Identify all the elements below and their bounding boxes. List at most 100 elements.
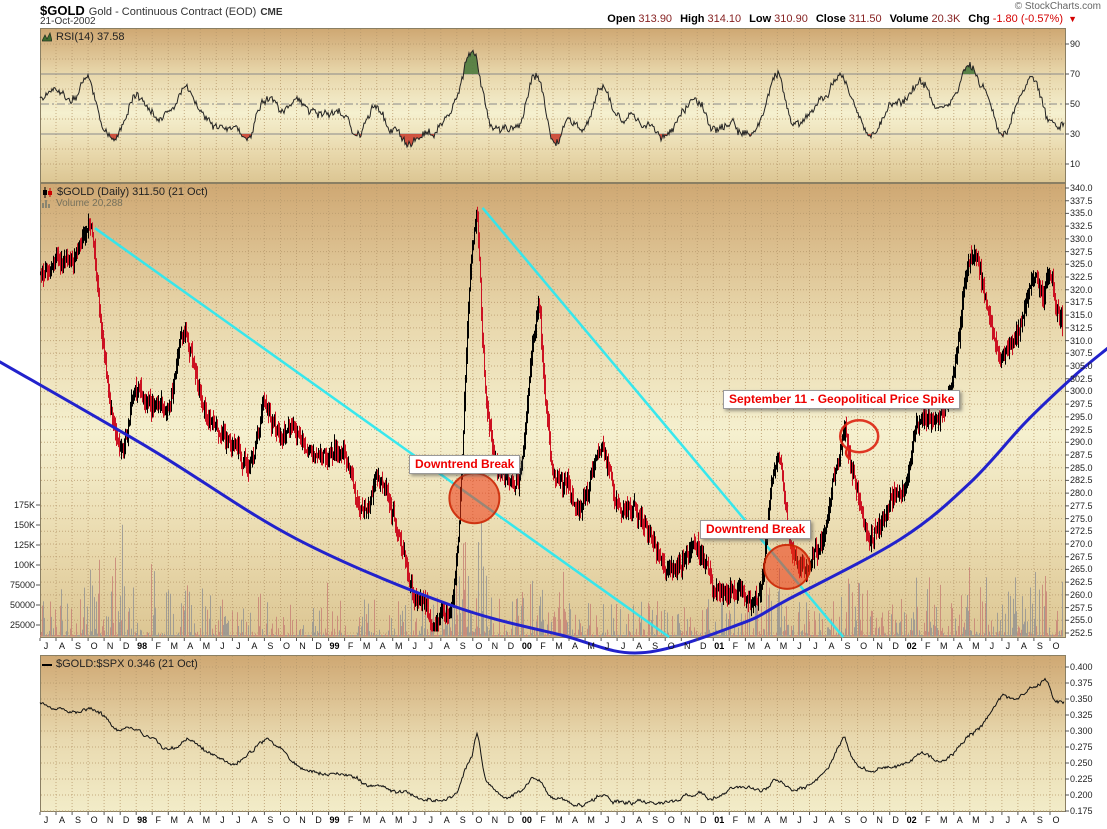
x-tick-label: O — [1052, 641, 1060, 651]
x-tick-label: M — [202, 815, 211, 825]
x-tick-label: A — [764, 815, 771, 825]
x-tick-label: A — [187, 815, 194, 825]
x-tick-label: S — [1036, 815, 1043, 825]
price-tick-label: 337.5 — [1070, 195, 1093, 206]
x-tick-label: S — [844, 641, 851, 651]
ratio-tick-label: 0.175 — [1070, 806, 1093, 816]
quote-chg-value: -1.80 (-0.57%) — [992, 13, 1063, 25]
x-tick-label: A — [956, 815, 963, 825]
x-tick-label: 01 — [714, 815, 725, 825]
x-tick-label: A — [251, 641, 258, 651]
volume-legend-label: Volume 20,288 — [56, 198, 123, 209]
price-tick-label: 300.0 — [1070, 386, 1093, 397]
x-tick-label: D — [122, 815, 130, 825]
x-tick-label: S — [75, 641, 82, 651]
x-tick-label: 01 — [714, 641, 725, 651]
x-tick-label: J — [43, 641, 49, 651]
x-tick-label: S — [844, 815, 851, 825]
x-tick-label: D — [700, 641, 707, 651]
volume-tick-label: 125K — [13, 540, 35, 550]
rsi-tick-label: 50 — [1070, 99, 1081, 109]
x-tick-label: M — [170, 641, 179, 651]
x-tick-label: 00 — [521, 815, 532, 825]
x-tick-label: J — [620, 641, 626, 651]
annotation-september-11: September 11 - Geopolitical Price Spike — [723, 390, 961, 409]
x-tick-label: D — [507, 815, 515, 825]
rsi-tick-label: 30 — [1070, 129, 1081, 139]
symbol-description: Gold - Continuous Contract (EOD) — [88, 6, 257, 18]
x-tick-label: S — [652, 815, 659, 825]
x-tick-label: A — [251, 815, 258, 825]
x-tick-label: M — [747, 815, 756, 825]
price-tick-label: 295.0 — [1070, 411, 1093, 422]
x-tick-label: M — [747, 641, 756, 651]
x-tick-label: N — [106, 641, 114, 651]
x-tick-label: M — [394, 641, 403, 651]
x-tick-label: N — [299, 815, 306, 825]
ratio-tick-label: 0.350 — [1070, 694, 1093, 704]
x-tick-label: J — [428, 641, 434, 651]
x-tick-label: M — [362, 641, 371, 651]
x-tick-label: A — [187, 641, 194, 651]
x-tick-label: J — [428, 815, 434, 825]
x-tick-label: A — [443, 815, 450, 825]
x-tick-label: J — [620, 815, 626, 825]
x-tick-label: A — [379, 815, 386, 825]
price-legend: $GOLD (Daily) 311.50 (21 Oct) — [42, 186, 208, 198]
rsi-panel — [40, 28, 1066, 183]
line-series-icon — [42, 663, 52, 666]
price-tick-label: 252.5 — [1070, 628, 1093, 638]
price-panel — [40, 183, 1066, 638]
x-tick-label: A — [572, 641, 579, 651]
x-tick-label: O — [1052, 815, 1060, 825]
x-tick-label: O — [475, 641, 483, 651]
price-tick-label: 305.0 — [1070, 361, 1093, 371]
x-tick-label: D — [507, 641, 515, 651]
x-tick-label: S — [652, 641, 659, 651]
x-tick-label: A — [379, 641, 386, 651]
x-tick-label: 02 — [906, 815, 917, 825]
x-tick-label: O — [667, 815, 675, 825]
quote-high-label: High — [680, 13, 705, 25]
price-tick-label: 322.5 — [1070, 272, 1093, 282]
rsi-legend: RSI(14) 37.58 — [42, 31, 124, 43]
x-tick-label: M — [587, 641, 595, 651]
x-tick-label: M — [394, 815, 403, 825]
price-tick-label: 265.0 — [1070, 564, 1093, 575]
price-tick-label: 312.5 — [1070, 322, 1093, 333]
price-tick-label: 310.0 — [1070, 335, 1093, 346]
volume-tick-label: 25000 — [9, 620, 35, 630]
x-tick-label: N — [491, 641, 499, 651]
x-tick-label: 02 — [906, 641, 917, 651]
quote-close-value: 311.50 — [848, 13, 882, 25]
volume-tick-label: 175K — [13, 500, 35, 510]
x-tick-label: A — [1020, 641, 1027, 651]
price-tick-label: 285.0 — [1070, 462, 1093, 473]
quote-volume-label: Volume — [889, 13, 929, 25]
x-tick-label: J — [813, 815, 818, 825]
chart-title: $GOLD Gold - Continuous Contract (EOD) CME — [40, 2, 283, 20]
ratio-tick-label: 0.275 — [1070, 742, 1093, 752]
x-tick-label: 98 — [137, 641, 148, 651]
x-tick-label: F — [540, 815, 546, 825]
x-tick-label: J — [236, 641, 241, 651]
x-tick-label: J — [797, 641, 802, 651]
price-tick-label: 302.5 — [1070, 373, 1093, 384]
x-tick-label: J — [1005, 815, 1011, 825]
x-tick-label: A — [828, 641, 835, 651]
price-tick-label: 275.0 — [1070, 513, 1093, 524]
x-tick-label: 98 — [137, 815, 148, 825]
price-tick-label: 280.0 — [1070, 488, 1093, 499]
quote-high-value: 314.10 — [707, 13, 742, 25]
price-tick-label: 257.5 — [1070, 602, 1093, 613]
ratio-tick-label: 0.400 — [1070, 662, 1093, 672]
x-tick-label: S — [267, 815, 274, 825]
x-tick-label: F — [347, 641, 354, 651]
price-tick-label: 262.5 — [1070, 577, 1093, 588]
x-tick-label: D — [892, 641, 899, 651]
x-tick-label: J — [797, 815, 802, 825]
x-tick-label: A — [443, 641, 450, 651]
x-tick-label: M — [779, 815, 788, 825]
x-tick-label: F — [924, 815, 931, 825]
x-tick-label: S — [75, 815, 82, 825]
